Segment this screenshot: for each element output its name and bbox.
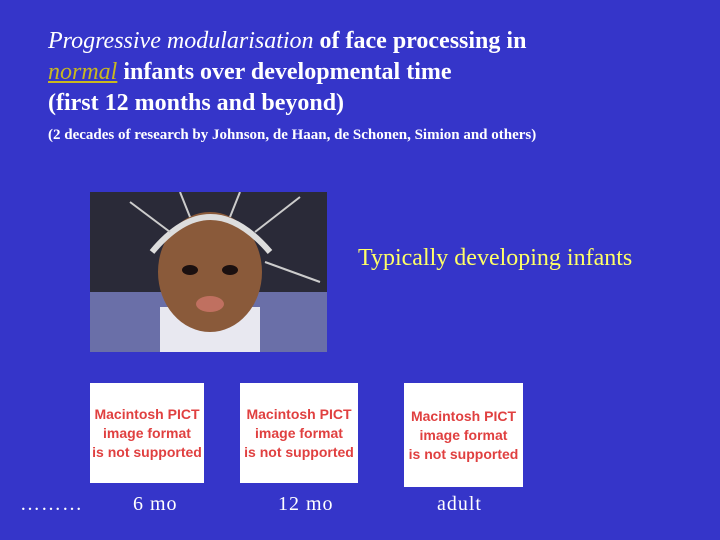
title-text: infants over developmental time [117, 59, 452, 85]
placeholder-text: Macintosh PICT [410, 407, 516, 424]
image-placeholder: Macintosh PICT image format is not suppo… [240, 383, 358, 483]
placeholder-text: image format [419, 426, 508, 443]
subtitle: (2 decades of research by Johnson, de Ha… [48, 127, 537, 143]
age-label: adult [437, 493, 482, 515]
placeholder-text: is not supported [408, 445, 519, 462]
title-text: of face processing in [313, 28, 527, 54]
placeholder-text: image format [103, 424, 191, 441]
image-placeholder: Macintosh PICT image format is not suppo… [404, 383, 523, 487]
placeholder-text: is not supported [92, 443, 202, 460]
placeholder-text: is not supported [244, 443, 354, 460]
age-label: 6 mo [133, 493, 178, 515]
placeholder-text: Macintosh PICT [94, 405, 200, 422]
placeholder-text: image format [255, 424, 343, 441]
timeline-dots: ……… [20, 493, 83, 515]
title-text: (first 12 months and beyond) [48, 90, 345, 116]
age-label: 12 mo [278, 493, 334, 515]
title: Progressive modularisation of face proce… [48, 26, 526, 119]
photo [90, 192, 327, 352]
title-italic: normal [48, 59, 118, 85]
image-placeholder: Macintosh PICT image format is not suppo… [90, 383, 204, 483]
placeholder-text: Macintosh PICT [246, 405, 352, 422]
caption: Typically developing infants [358, 245, 633, 271]
title-italic: Progressive modularisation [48, 28, 314, 54]
